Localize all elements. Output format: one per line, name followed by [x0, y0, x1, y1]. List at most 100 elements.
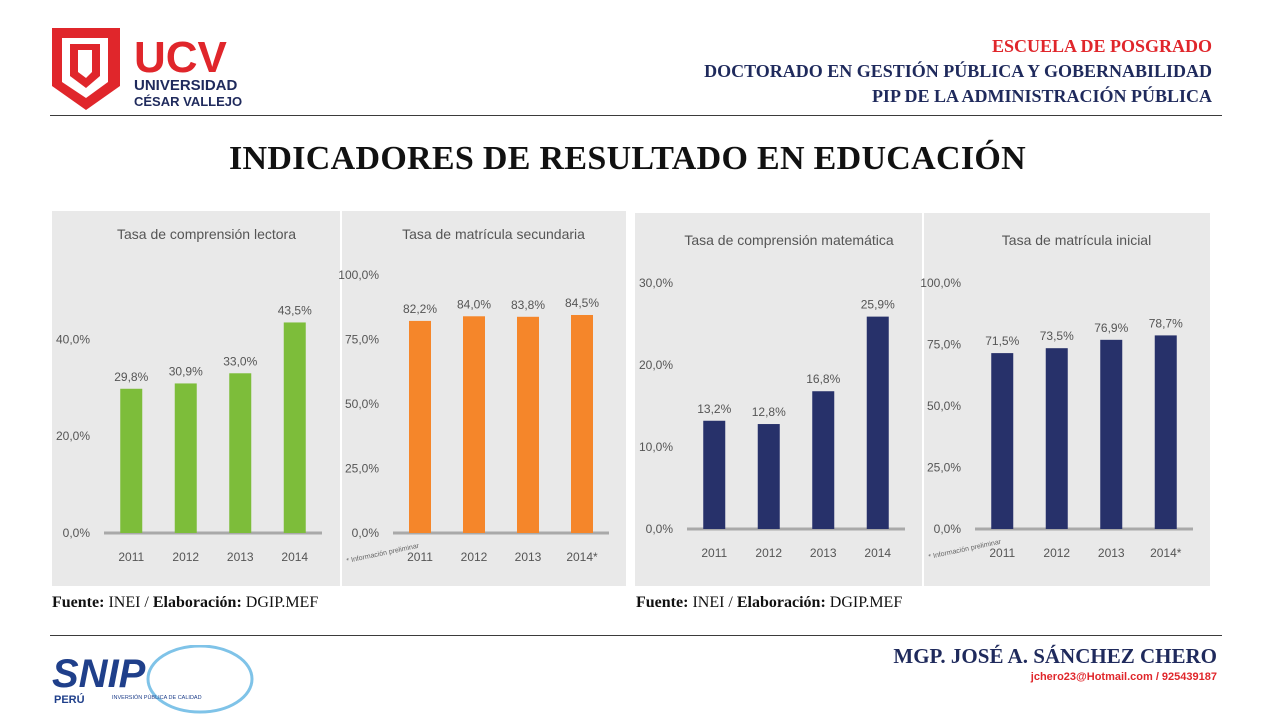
bar — [463, 316, 485, 533]
ucv-logo-text: UCV — [134, 33, 228, 82]
x-tick-label: 2012 — [172, 550, 199, 564]
y-tick-label: 0,0% — [352, 526, 380, 540]
bar — [517, 316, 539, 533]
x-tick-label: 2011 — [118, 550, 144, 564]
source-label: Fuente: — [636, 594, 689, 611]
ucv-logo-line1: UNIVERSIDAD — [134, 77, 238, 94]
header-program: DOCTORADO EN GESTIÓN PÚBLICA Y GOBERNABI… — [704, 61, 1212, 81]
bar-value-label: 33,0% — [223, 354, 257, 368]
ucv-logo-line2: CÉSAR VALLEJO — [134, 94, 242, 109]
elaboration-value: DGIP.MEF — [825, 594, 903, 611]
bar-value-label: 78,7% — [1149, 316, 1183, 330]
y-tick-label: 0,0% — [63, 526, 91, 540]
bar-value-label: 16,8% — [806, 372, 840, 386]
chart-title: Tasa de matrícula secundaria — [402, 226, 585, 242]
y-tick-label: 0,0% — [646, 522, 674, 536]
y-tick-label: 30,0% — [639, 276, 673, 290]
x-tick-label: 2011 — [407, 550, 433, 564]
bar — [866, 316, 889, 529]
page-title: INDICADORES DE RESULTADO EN EDUCACIÓN — [228, 140, 1027, 177]
x-tick-label: 2013 — [227, 550, 254, 564]
y-tick-label: 10,0% — [639, 440, 673, 454]
header-school: ESCUELA DE POSGRADO — [991, 36, 1212, 56]
x-tick-label: 2013 — [515, 550, 542, 564]
elaboration-label: Elaboración: — [736, 594, 826, 611]
bar — [409, 320, 431, 533]
charts-right-svg: Tasa de comprensión matemática 0,0% 10,0% 2… — [639, 213, 1193, 586]
snip-swoosh-icon — [146, 645, 254, 714]
header-divider — [50, 115, 1222, 116]
bar-value-label: 29,8% — [114, 370, 148, 384]
bar-value-label: 82,2% — [403, 302, 437, 316]
source-note-right: Fuente: INEI / Elaboración: DGIP.MEF — [636, 594, 902, 612]
bar-value-label: 13,2% — [697, 402, 731, 416]
chart-panel-right: Tasa de comprensión matemática 0,0% 10,0% 2… — [635, 213, 1210, 586]
chart-matricula-secundaria: Tasa de matrícula secundaria 0,0% 25,0% 50,… — [338, 226, 609, 565]
x-tick-label: 2012 — [461, 550, 488, 564]
elaboration-label: Elaboración: — [152, 594, 242, 611]
ucv-shield-icon — [52, 28, 120, 110]
bar — [703, 420, 726, 529]
chart-panel-left: Tasa de comprensión lectora 0,0% 20,0% 40,0… — [52, 211, 626, 586]
bar — [991, 353, 1014, 529]
y-tick-label: 100,0% — [338, 268, 379, 282]
x-tick-label: 2014 — [864, 546, 891, 560]
x-tick-label: 2011 — [701, 546, 727, 560]
y-tick-label: 50,0% — [345, 397, 379, 411]
bar-value-label: 71,5% — [985, 334, 1019, 348]
bar — [757, 424, 780, 529]
bar-value-label: 84,0% — [457, 297, 491, 311]
source-label: Fuente: — [52, 594, 105, 611]
bar — [812, 391, 835, 529]
y-tick-label: 20,0% — [56, 429, 90, 443]
source-value: INEI / — [688, 594, 737, 611]
bar — [283, 322, 306, 533]
chart-title: Tasa de comprensión lectora — [117, 226, 296, 242]
bar — [1045, 348, 1068, 529]
bar-value-label: 30,9% — [169, 364, 203, 378]
bar-value-label: 12,8% — [752, 405, 786, 419]
x-tick-label: 2012 — [755, 546, 782, 560]
bar-value-label: 73,5% — [1040, 329, 1074, 343]
snip-logo: SNIP PERÚ INVERSIÓN PÚBLICA DE CALIDAD — [52, 645, 254, 714]
bar-value-label: 43,5% — [278, 303, 312, 317]
x-tick-label: 2013 — [1098, 546, 1125, 560]
footer-divider — [50, 635, 1222, 636]
x-tick-label: 2012 — [1043, 546, 1070, 560]
y-tick-label: 75,0% — [345, 333, 379, 347]
chart-title: Tasa de comprensión matemática — [684, 232, 894, 248]
chart-comprension-lectora: Tasa de comprensión lectora 0,0% 20,0% 40,0… — [56, 226, 322, 564]
y-tick-label: 40,0% — [56, 332, 90, 346]
ucv-logo: UCV UNIVERSIDAD CÉSAR VALLEJO — [52, 28, 242, 110]
bar-value-label: 76,9% — [1094, 321, 1128, 335]
x-tick-label: 2014 — [281, 550, 308, 564]
y-tick-label: 100,0% — [920, 276, 961, 290]
y-tick-label: 50,0% — [927, 399, 961, 413]
x-tick-label: 2011 — [989, 546, 1015, 560]
bar-value-label: 83,8% — [511, 298, 545, 312]
y-tick-label: 25,0% — [927, 461, 961, 475]
bar — [1100, 339, 1123, 529]
y-tick-label: 75,0% — [927, 338, 961, 352]
bar-value-label: 84,5% — [565, 296, 599, 310]
chart-matricula-inicial: Tasa de matrícula inicial 0,0% 25,0% 50,0% 7… — [920, 232, 1193, 561]
y-tick-label: 25,0% — [345, 462, 379, 476]
charts-left-svg: Tasa de comprensión lectora 0,0% 20,0% 40,0… — [56, 211, 609, 586]
source-note-left: Fuente: INEI / Elaboración: DGIP.MEF — [52, 594, 318, 612]
y-tick-label: 20,0% — [639, 358, 673, 372]
x-tick-label: 2014* — [566, 550, 598, 564]
author-contact: jchero23@Hotmail.com / 925439187 — [1030, 671, 1217, 683]
elaboration-value: DGIP.MEF — [241, 594, 319, 611]
snip-logo-text: SNIP — [52, 652, 146, 696]
bar — [229, 373, 252, 533]
snip-country: PERÚ — [54, 693, 85, 706]
snip-tagline: INVERSIÓN PÚBLICA DE CALIDAD — [112, 694, 202, 701]
source-value: INEI / — [104, 594, 153, 611]
author-name: MGP. JOSÉ A. SÁNCHEZ CHERO — [893, 644, 1217, 668]
chart-title: Tasa de matrícula inicial — [1002, 232, 1151, 248]
bar — [571, 314, 593, 533]
bar-value-label: 25,9% — [861, 298, 895, 312]
bar — [1154, 335, 1177, 529]
chart-comprension-matematica: Tasa de comprensión matemática 0,0% 10,0% 2… — [639, 232, 905, 560]
header-subtitle: PIP DE LA ADMINISTRACIÓN PÚBLICA — [871, 86, 1212, 106]
